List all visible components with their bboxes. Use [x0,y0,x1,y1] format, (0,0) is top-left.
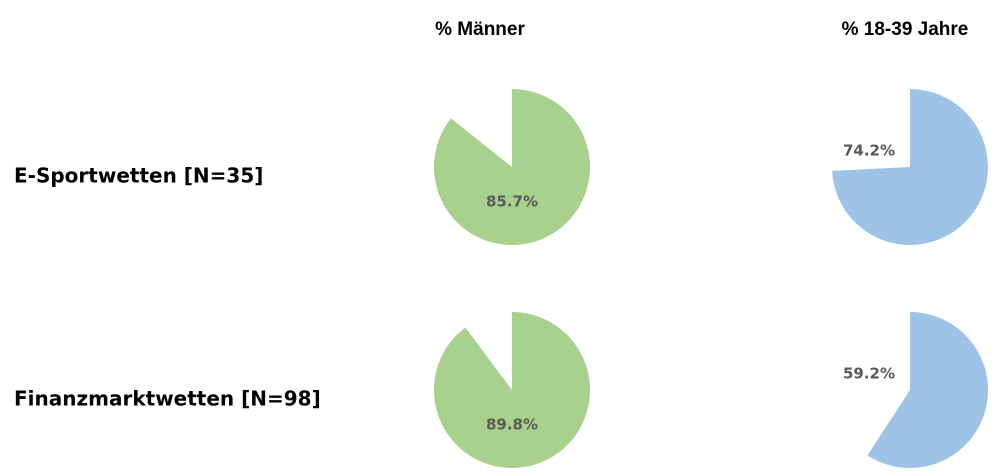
pie-slice [434,312,590,468]
data-label: 89.8% [486,416,538,434]
data-label: 74.2% [843,142,895,160]
pie-slice [832,89,989,245]
column-header: % 18-39 Jahre [842,19,969,40]
pie-slice [867,312,988,468]
pie-slice [433,89,590,245]
row-label: E-Sportwetten [N=35] [14,164,263,188]
data-label: 85.7% [486,193,538,211]
column-header: % Männer [435,19,525,40]
data-label: 59.2% [843,365,895,383]
row-label: Finanzmarktwetten [N=98] [14,387,321,411]
